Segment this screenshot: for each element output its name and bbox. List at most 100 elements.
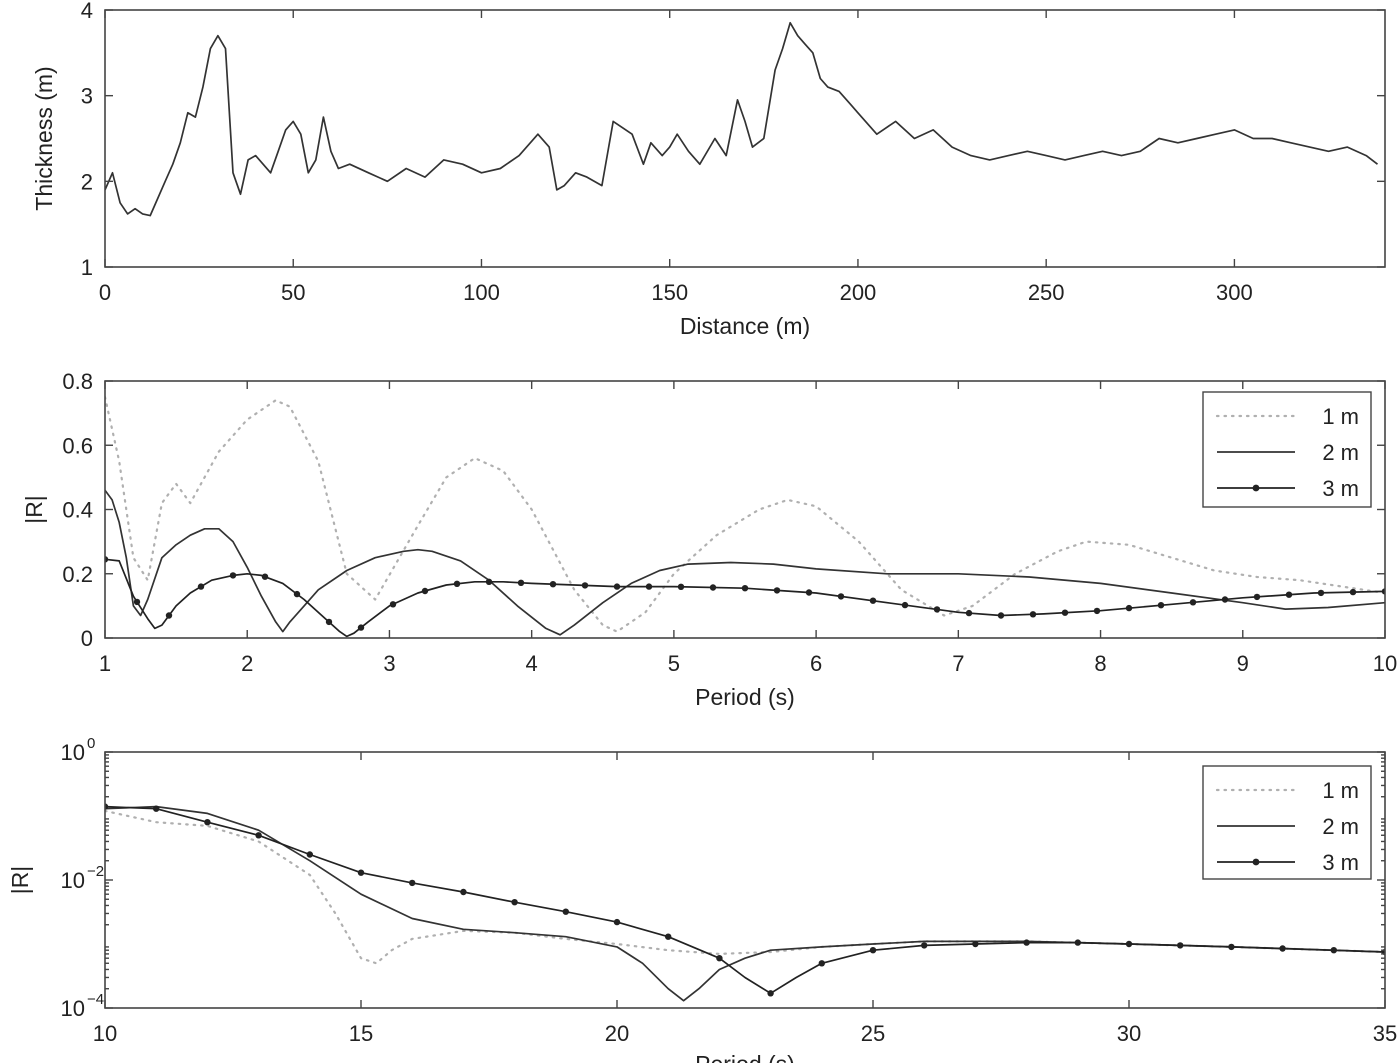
x-tick-label: 5: [668, 651, 680, 676]
x-tick-label: 100: [463, 280, 500, 305]
data-point: [921, 942, 928, 949]
y-tick-label: 0: [81, 626, 93, 651]
x-tick-label: 200: [840, 280, 877, 305]
data-point: [767, 990, 774, 997]
series-3m: [105, 556, 1385, 638]
legend-marker: [1252, 858, 1260, 866]
y-tick-label: 4: [81, 0, 93, 23]
legend-label: 3 m: [1322, 476, 1359, 501]
chart-panel-1: 0 50 100 150 200 250 300 1 2 3 4 Distance (m) Thickn…: [31, 0, 1386, 339]
x-tick-label: 15: [349, 1021, 373, 1046]
data-point: [255, 832, 262, 839]
data-point: [1061, 609, 1069, 616]
data-point: [1125, 604, 1133, 612]
y-tick-label: 10: [61, 868, 85, 893]
x-axis-label: Period (s): [695, 684, 795, 710]
series-line: [105, 805, 1385, 995]
y-tick-label: 10: [61, 740, 85, 765]
data-point: [1253, 593, 1261, 601]
data-point: [869, 597, 877, 604]
x-tick-label: 9: [1237, 651, 1249, 676]
x-tick-label: 300: [1216, 280, 1253, 305]
data-point: [293, 590, 301, 598]
data-point: [1189, 599, 1197, 606]
y-tick-label: 1: [81, 255, 93, 280]
data-point: [229, 572, 237, 579]
data-point: [153, 805, 160, 812]
x-axis-label: Period (s): [695, 1051, 795, 1063]
data-point: [409, 879, 416, 887]
data-point: [1330, 947, 1338, 954]
x-tick-label: 4: [526, 651, 538, 676]
legend: 1 m 2 m 3 m: [1202, 765, 1372, 880]
data-point: [613, 918, 621, 926]
y-axis-label: |R|: [7, 866, 33, 895]
x-axis-label: Distance (m): [680, 313, 810, 339]
data-point: [562, 908, 569, 915]
y-tick-label: 2: [81, 169, 93, 194]
data-point: [197, 583, 205, 590]
legend-label: 3 m: [1322, 850, 1359, 875]
data-point: [741, 585, 749, 592]
data-point: [485, 578, 493, 585]
data-point: [421, 587, 429, 595]
data-point: [165, 612, 173, 619]
legend-label: 2 m: [1322, 814, 1359, 839]
series-line: [105, 21, 1379, 217]
y-tick-label: 10: [61, 996, 85, 1021]
x-tick-label: 0: [99, 280, 111, 305]
data-point: [460, 888, 467, 896]
data-point: [1157, 602, 1165, 609]
series-line: [105, 809, 1385, 965]
data-point: [997, 612, 1005, 619]
data-point: [1125, 940, 1133, 948]
data-point: [453, 580, 461, 587]
data-point: [677, 583, 685, 590]
data-point: [581, 582, 589, 589]
data-point: [965, 609, 973, 617]
data-point: [204, 819, 211, 826]
data-point: [511, 899, 518, 906]
y-tick-label: 0.8: [62, 369, 93, 394]
data-point: [133, 598, 141, 606]
data-point: [645, 583, 653, 590]
data-point: [1093, 607, 1101, 615]
x-tick-label: 10: [1373, 651, 1397, 676]
data-point: [357, 624, 365, 631]
series-line: [105, 558, 1385, 638]
legend-label: 2 m: [1322, 440, 1359, 465]
x-tick-label: 20: [605, 1021, 629, 1046]
y-tick-label-exponent: −2: [87, 863, 104, 880]
legend-marker: [1252, 484, 1260, 492]
plot-frame: [104, 751, 1386, 1009]
data-point: [1279, 945, 1286, 952]
series-2m: [105, 489, 1385, 636]
data-point: [357, 869, 365, 876]
y-tick-label-exponent: 0: [87, 735, 95, 752]
data-point: [549, 581, 557, 588]
data-point: [837, 593, 845, 600]
x-tick-label: 10: [93, 1021, 117, 1046]
y-tick-label: 0.2: [62, 562, 93, 587]
legend-label: 1 m: [1322, 778, 1359, 803]
data-point: [716, 955, 723, 962]
x-tick-label: 35: [1373, 1021, 1397, 1046]
data-point: [261, 573, 269, 580]
x-tick-label: 7: [952, 651, 964, 676]
data-point: [306, 851, 313, 858]
data-point: [1029, 611, 1037, 618]
x-tick-label: 30: [1117, 1021, 1141, 1046]
data-point: [1349, 588, 1357, 596]
data-point: [901, 601, 909, 609]
data-point: [325, 618, 333, 626]
y-axis-label: Thickness (m): [31, 66, 57, 210]
series-3m: [105, 803, 1385, 997]
data-point: [1074, 939, 1082, 946]
x-tick-label: 3: [383, 651, 395, 676]
y-tick-label: 0.4: [62, 498, 93, 523]
x-tick-label: 250: [1028, 280, 1065, 305]
data-point: [1221, 596, 1229, 603]
data-point: [665, 933, 672, 940]
